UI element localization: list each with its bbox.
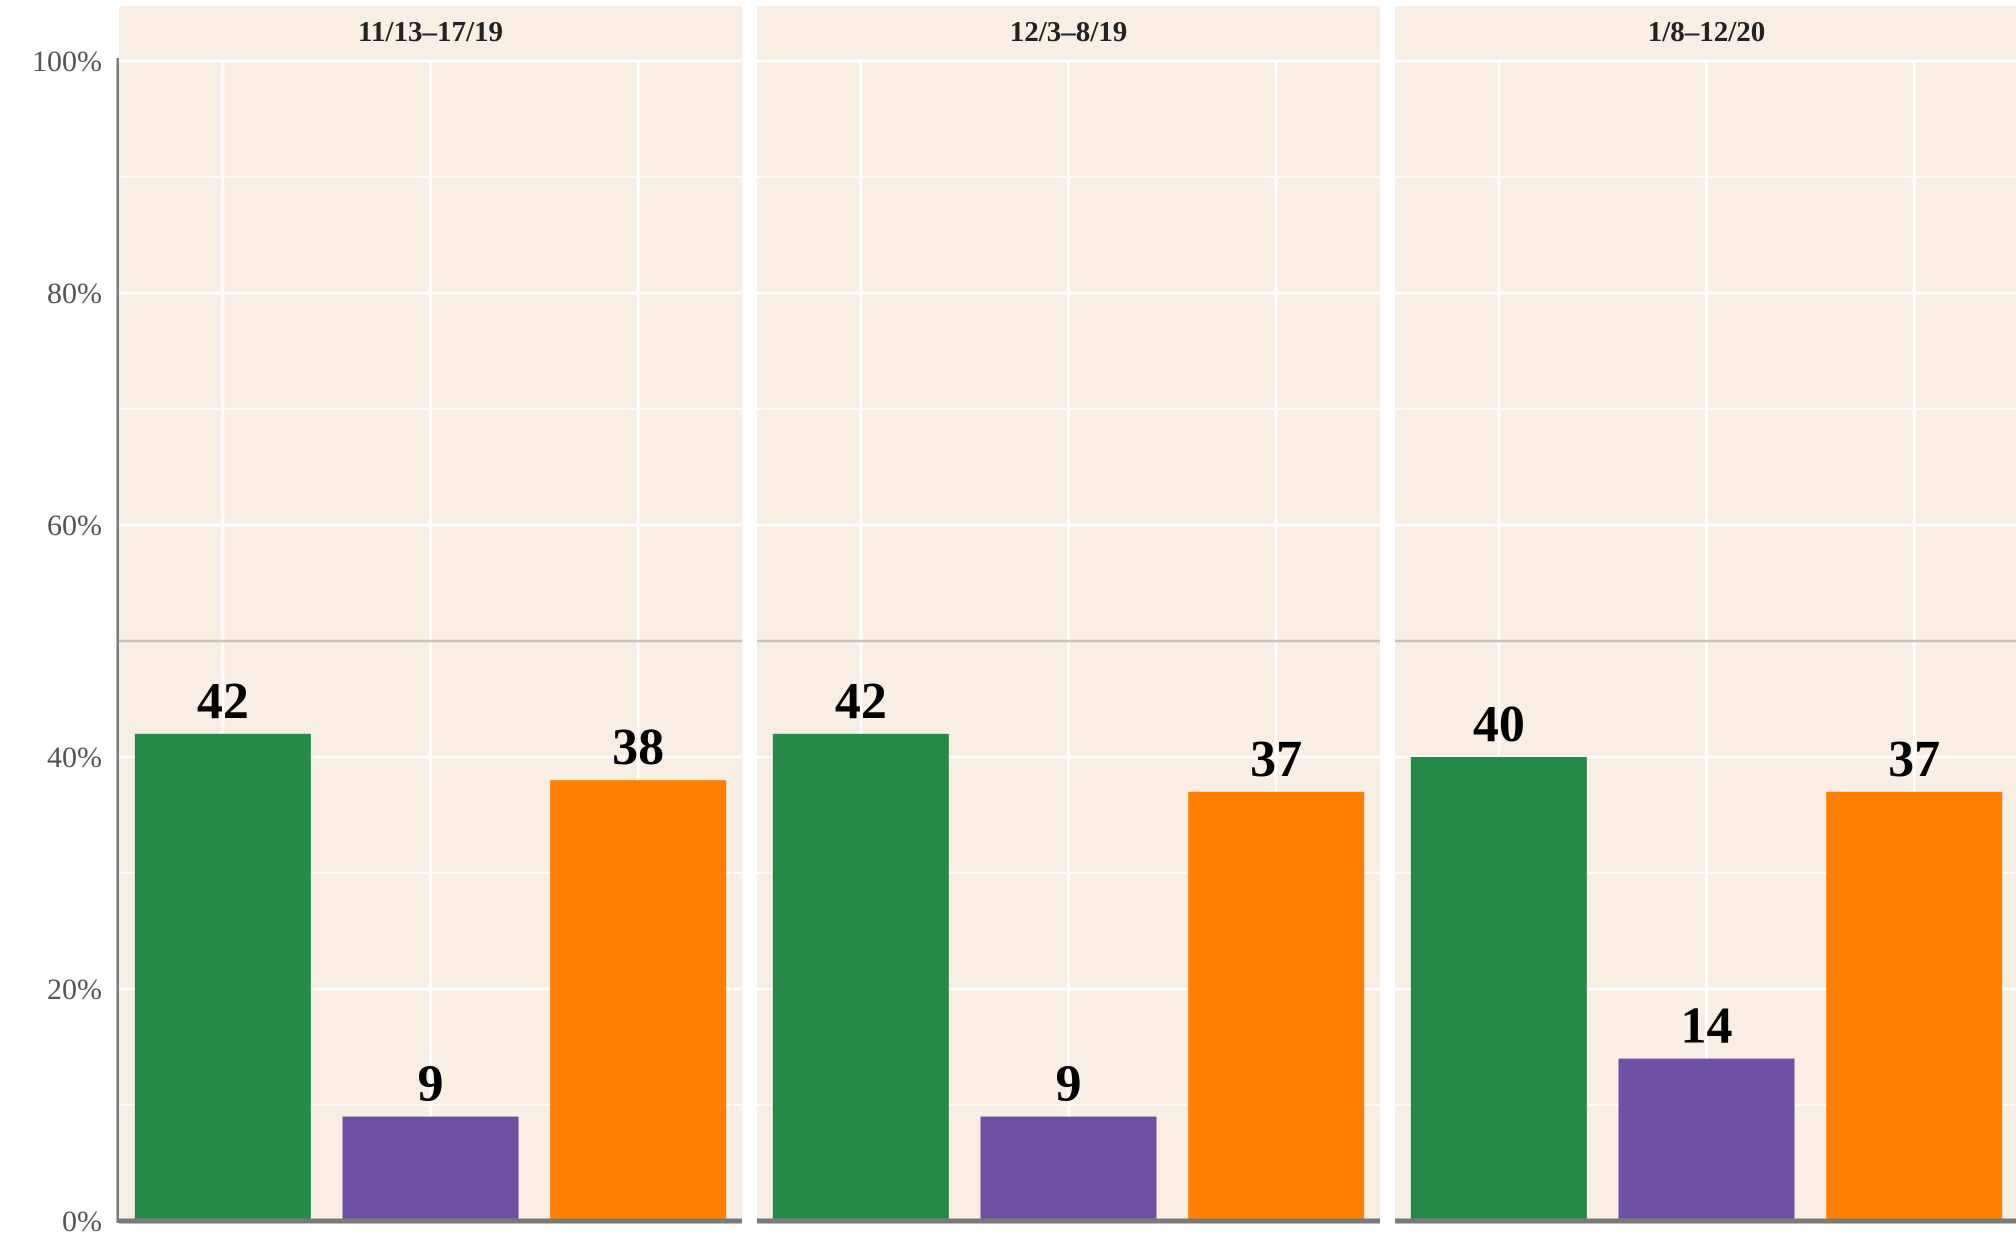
facet-panel: 1/8–12/20 40 14 37 xyxy=(1395,6,2016,1224)
y-axis: 0% 20% 40% 60% 80% 100% xyxy=(32,45,122,1238)
bar-value-label: 42 xyxy=(197,673,249,730)
bar-value-label: 38 xyxy=(612,719,664,776)
bar-value-label: 40 xyxy=(1473,696,1525,753)
bar-value-label: 9 xyxy=(418,1056,444,1113)
facet-panel: 12/3–8/19 42 9 37 xyxy=(757,6,1380,1224)
y-tick-label: 0% xyxy=(62,1205,102,1238)
bar xyxy=(980,1116,1157,1221)
bar xyxy=(134,733,311,1221)
facet-panel: 11/13–17/19 42 9 38 xyxy=(119,6,742,1224)
bar-value-label: 42 xyxy=(835,673,887,730)
bar xyxy=(550,780,727,1221)
y-tick-label: 20% xyxy=(47,973,102,1006)
bar xyxy=(772,733,949,1221)
bar-value-label: 37 xyxy=(1250,731,1302,788)
y-tick-label: 80% xyxy=(47,277,102,310)
facet-title: 12/3–8/19 xyxy=(1010,16,1128,48)
bar-value-label: 9 xyxy=(1056,1056,1082,1113)
bar xyxy=(1410,757,1587,1221)
bar-value-label: 37 xyxy=(1888,731,1940,788)
bar xyxy=(1618,1058,1795,1221)
facet-title: 11/13–17/19 xyxy=(358,16,503,48)
facet-title: 1/8–12/20 xyxy=(1648,16,1766,48)
bar xyxy=(342,1116,519,1221)
bar xyxy=(1826,791,2003,1221)
y-tick-label: 40% xyxy=(47,741,102,774)
bar-value-label: 14 xyxy=(1681,998,1733,1055)
bar xyxy=(1188,791,1365,1221)
y-tick-label: 60% xyxy=(47,509,102,542)
y-tick-label: 100% xyxy=(32,45,102,78)
facet-panels: 11/13–17/19 42 9 38 12/3–8/19 42 9 37 1/8–12/20 4… xyxy=(119,6,2016,1224)
